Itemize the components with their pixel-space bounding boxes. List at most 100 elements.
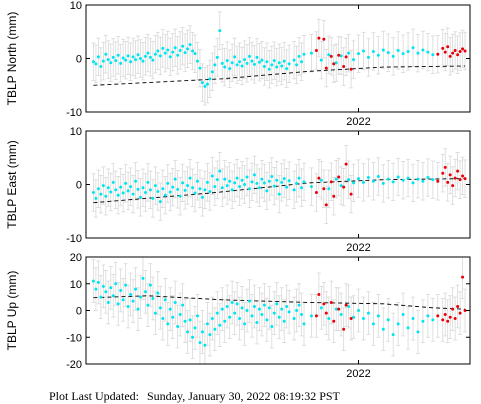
data-point: [91, 191, 95, 195]
recent-data-point: [349, 67, 353, 71]
data-point: [255, 181, 259, 185]
data-point: [406, 50, 410, 54]
data-point: [245, 175, 249, 179]
data-point: [158, 54, 162, 58]
recent-data-point: [458, 50, 462, 54]
recent-data-point: [324, 203, 328, 207]
recent-data-point: [349, 192, 353, 196]
data-point: [91, 60, 95, 64]
data-point: [168, 190, 172, 194]
data-point: [245, 309, 249, 312]
data-point: [352, 315, 356, 319]
data-point: [280, 180, 284, 184]
data-point: [131, 55, 135, 59]
data-point: [166, 48, 170, 52]
data-point: [111, 180, 115, 184]
data-point: [285, 67, 289, 71]
y-axis-title: TBLP North (mm): [5, 12, 19, 106]
recent-data-point: [314, 314, 318, 318]
recent-data-point: [441, 318, 445, 322]
recent-data-point: [456, 53, 460, 57]
data-point: [361, 180, 365, 184]
data-point: [136, 307, 140, 311]
data-point: [411, 181, 415, 185]
data-point: [143, 191, 147, 195]
recent-data-point: [456, 169, 460, 173]
data-point: [376, 314, 380, 318]
data-point: [366, 176, 370, 180]
recent-data-point: [451, 51, 455, 55]
data-point: [134, 179, 138, 183]
data-point: [148, 283, 152, 287]
data-point: [94, 287, 98, 291]
data-point: [416, 177, 420, 181]
data-point: [309, 314, 313, 318]
data-point: [295, 181, 299, 185]
recent-data-point: [451, 307, 455, 311]
data-point: [205, 180, 209, 184]
data-point: [371, 50, 375, 54]
data-point: [228, 67, 232, 71]
data-point: [297, 303, 301, 307]
data-point: [161, 317, 165, 321]
data-point: [104, 52, 108, 56]
data-point: [223, 177, 227, 181]
data-point: [352, 58, 356, 62]
data-point: [139, 195, 143, 199]
data-point: [431, 318, 435, 322]
data-point: [285, 185, 289, 189]
recent-data-point: [453, 176, 457, 180]
data-point: [347, 304, 351, 308]
footer-label: Plot Last Updated:: [49, 389, 139, 403]
data-point: [124, 58, 128, 62]
recent-data-point: [314, 191, 318, 195]
recent-data-point: [317, 292, 321, 296]
data-point: [309, 51, 313, 55]
data-point: [188, 43, 192, 47]
data-point: [235, 176, 239, 180]
data-point: [193, 52, 197, 56]
data-point: [178, 48, 182, 52]
data-point: [302, 52, 306, 56]
data-point: [260, 58, 264, 62]
data-point: [195, 179, 199, 183]
data-point: [319, 58, 323, 62]
y-axis-title: TBLP East (mm): [5, 140, 19, 228]
data-point: [282, 177, 286, 181]
data-point: [235, 302, 239, 306]
y-tick-label: -10: [66, 107, 82, 119]
recent-data-point: [332, 62, 336, 66]
data-point: [287, 179, 291, 183]
data-point: [250, 314, 254, 318]
data-point: [193, 191, 197, 195]
trend-line: [93, 65, 466, 86]
data-point: [131, 192, 135, 196]
data-point: [218, 323, 222, 327]
x-tick-label: 2022: [346, 116, 370, 128]
recent-data-point: [463, 49, 467, 53]
data-point: [181, 181, 185, 185]
data-point: [275, 65, 279, 69]
data-point: [292, 317, 296, 321]
data-point: [421, 319, 425, 323]
recent-data-point: [446, 319, 450, 323]
data-point: [208, 77, 212, 81]
data-point: [203, 343, 207, 347]
data-point: [230, 300, 234, 304]
data-point: [282, 59, 286, 63]
recent-data-point: [448, 54, 452, 58]
data-point: [287, 62, 291, 66]
data-point: [208, 333, 212, 337]
data-point: [156, 291, 160, 295]
data-point: [277, 315, 281, 319]
data-point: [91, 279, 95, 283]
data-point: [292, 188, 296, 192]
data-point: [104, 290, 108, 294]
data-point: [223, 319, 227, 323]
plot-frame: [85, 130, 471, 239]
data-point: [96, 55, 100, 59]
recent-data-point: [441, 171, 445, 175]
data-point: [260, 313, 264, 317]
y-tick-label: -10: [66, 332, 82, 344]
data-point: [228, 179, 232, 183]
